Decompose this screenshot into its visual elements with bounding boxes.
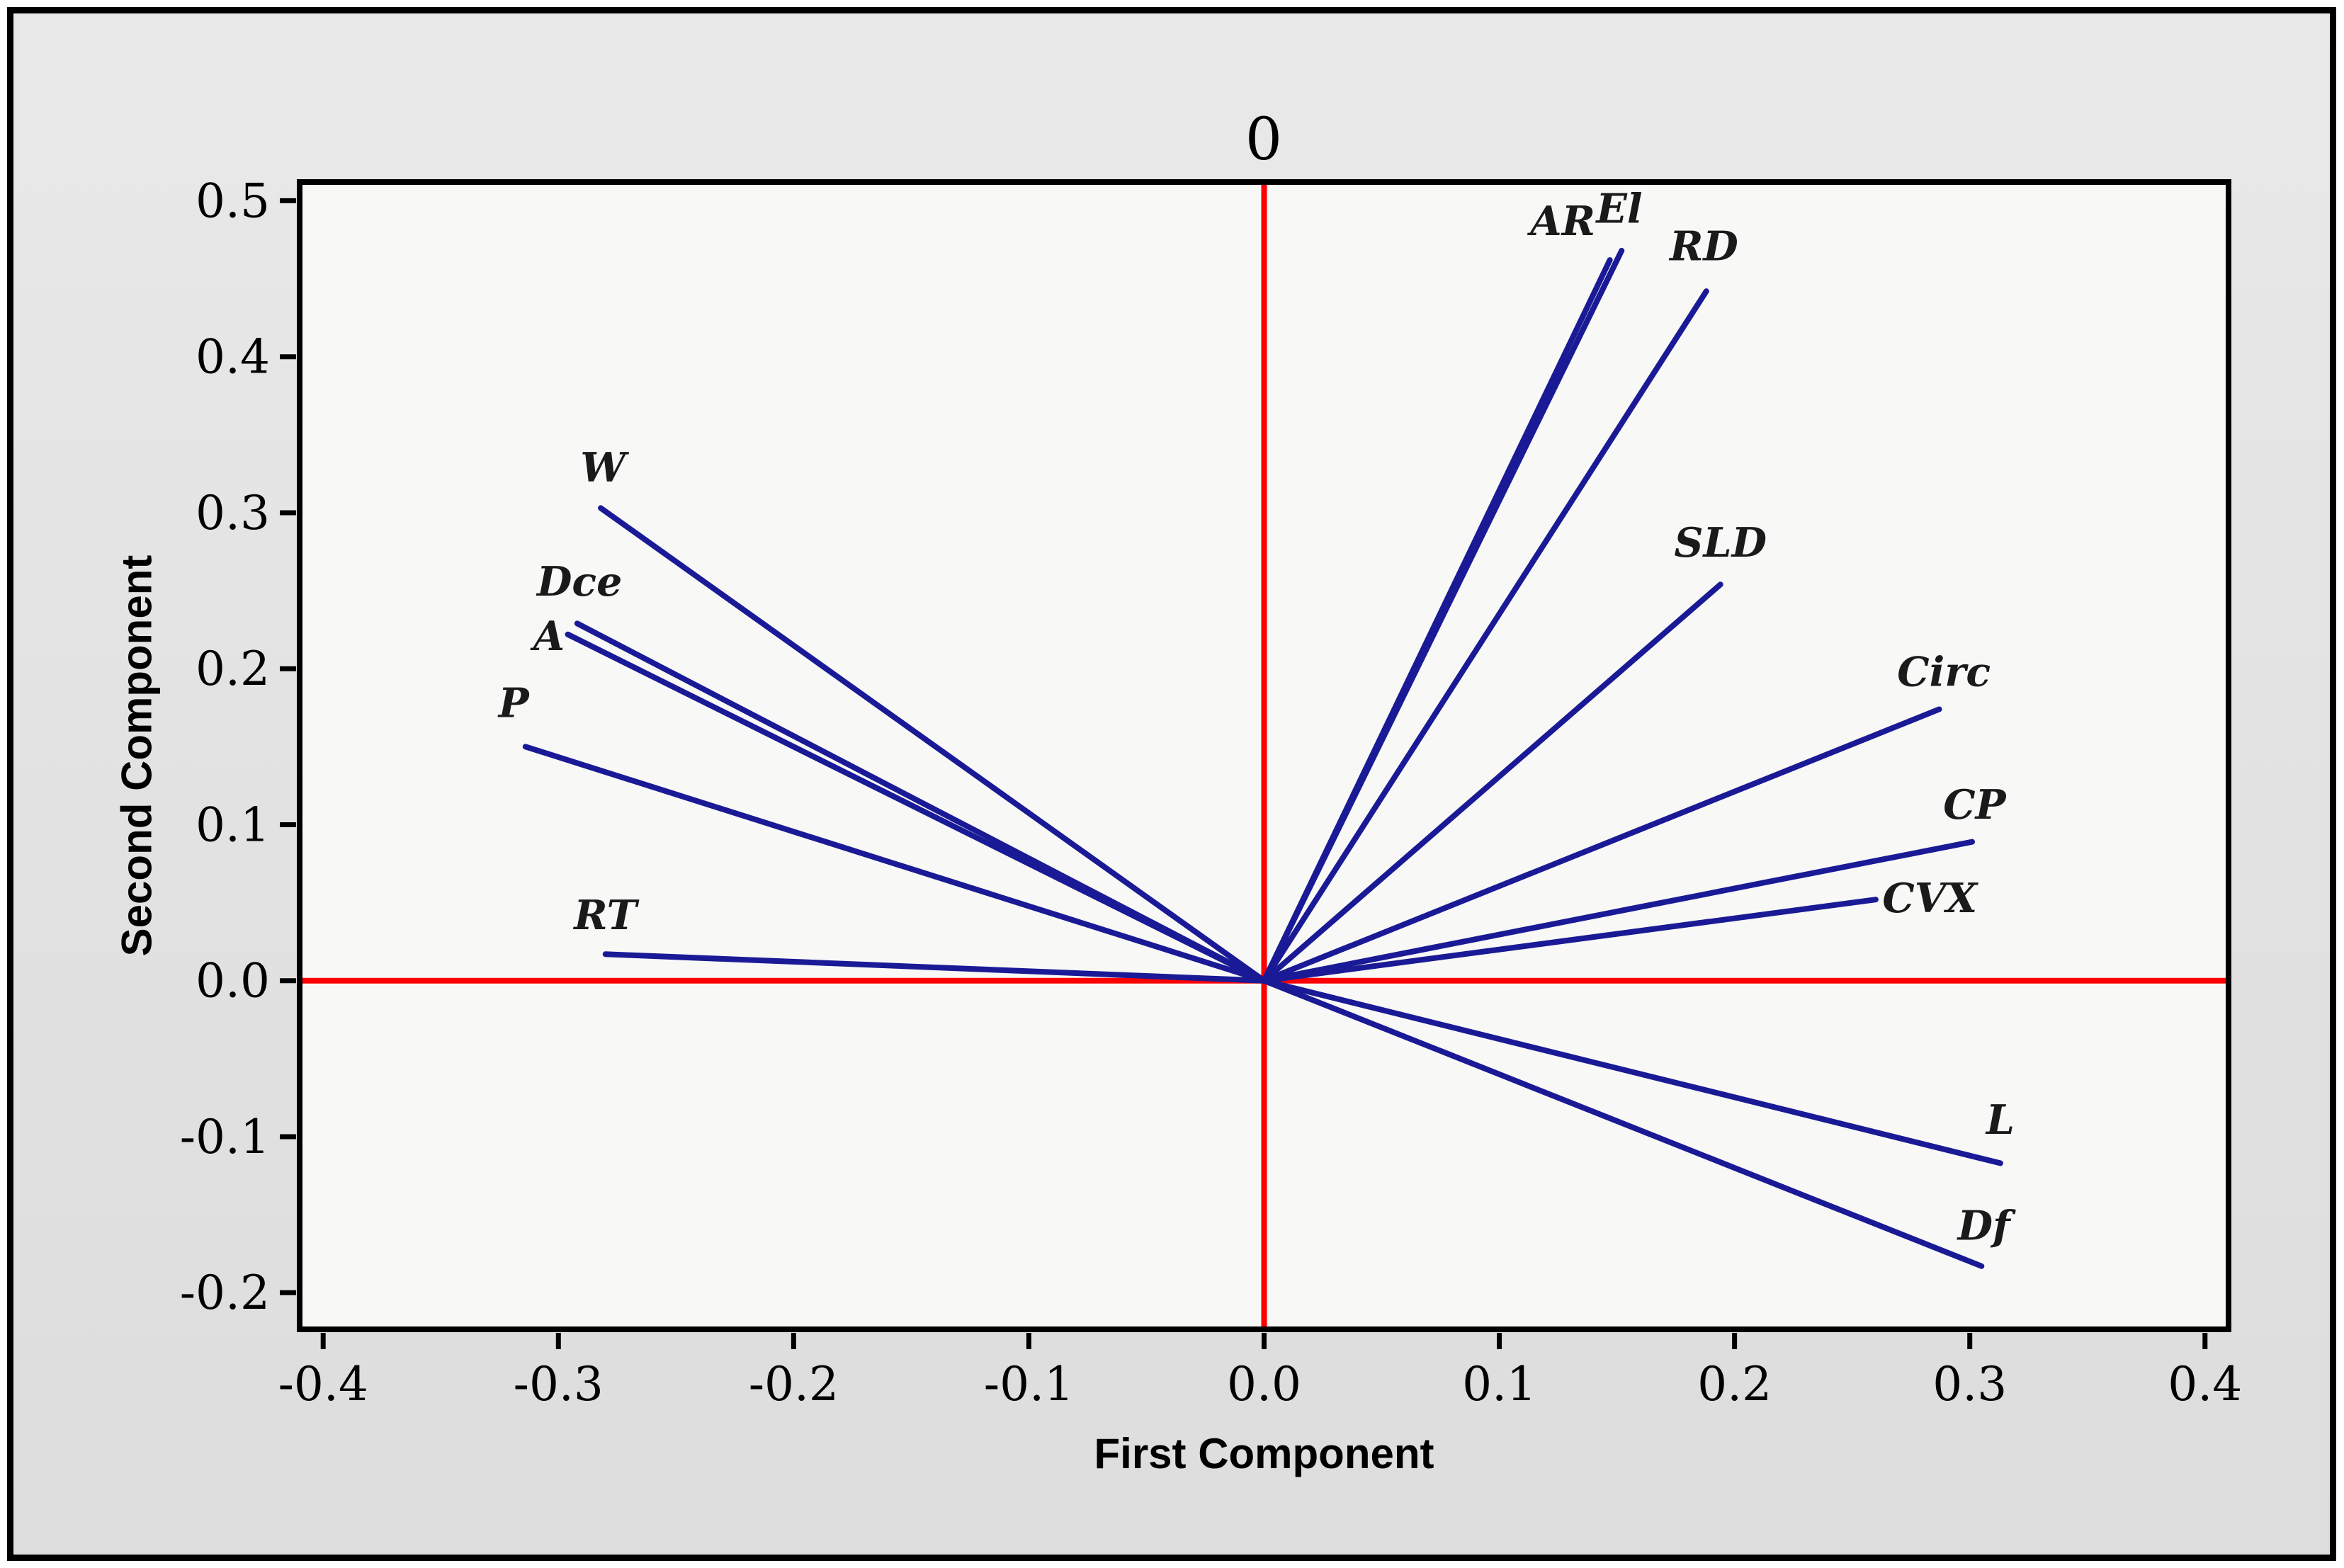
x-tick-label: -0.1 <box>984 1357 1074 1411</box>
x-tick-label: -0.2 <box>749 1357 839 1411</box>
vector-label-Circ: Circ <box>1897 649 1991 696</box>
vector-label-W: W <box>580 444 629 492</box>
vector-label-Dce: Dce <box>536 558 622 606</box>
vector-label-CP: CP <box>1943 781 2007 829</box>
x-tick-label: -0.4 <box>278 1357 368 1411</box>
vector-label-SLD: SLD <box>1674 519 1767 567</box>
vector-line-El <box>1261 247 1625 984</box>
vector-line-A <box>565 631 1267 984</box>
vector-label-CVX: CVX <box>1882 875 1979 922</box>
vector-line-CP <box>1261 839 1976 984</box>
y-tick-label: 0.2 <box>196 642 270 696</box>
x-tick-label: 0.2 <box>1697 1357 1772 1411</box>
x-axis-title: First Component <box>1094 1430 1434 1477</box>
vector-line-W <box>598 505 1267 984</box>
vector-label-RT: RT <box>572 892 639 939</box>
vector-line-P <box>522 744 1267 984</box>
vector-line-Circ <box>1261 706 1942 984</box>
vector-label-A: A <box>530 613 565 660</box>
y-tick-label: 0.1 <box>196 797 270 852</box>
y-tick-label: 0.4 <box>196 330 270 385</box>
vector-label-El: El <box>1595 185 1642 232</box>
y-tick-label: 0.3 <box>196 486 270 540</box>
vector-label-Df: Df <box>1957 1203 2016 1250</box>
y-tick-label: -0.2 <box>180 1266 270 1320</box>
x-tick-label: 0.3 <box>1932 1357 2007 1411</box>
vectors-group <box>522 247 2003 1269</box>
labels-group: -0.4 -0.3 -0.2 -0.1 0.0 0.1 0.2 0.3 0.4 -0.2 -0.1 0… <box>180 174 2243 1411</box>
vector-line-CVX <box>1261 897 1879 984</box>
vector-label-RD: RD <box>1668 222 1738 270</box>
y-axis-title: Second Component <box>113 555 161 957</box>
y-tick-label: -0.1 <box>180 1110 270 1164</box>
top-axis-zero-label: 0 <box>1245 106 1283 174</box>
ticks-group <box>280 198 2208 1349</box>
vector-line-RT <box>602 951 1267 984</box>
vector-label-AR: AR <box>1527 198 1595 245</box>
vector-line-Df <box>1261 977 1985 1269</box>
vector-label-P: P <box>497 680 531 727</box>
y-tick-label: 0.5 <box>196 174 270 228</box>
vector-line-SLD <box>1261 581 1723 984</box>
x-tick-label: 0.1 <box>1462 1357 1536 1411</box>
x-tick-label: 0.0 <box>1227 1357 1301 1411</box>
vector-label-L: L <box>1985 1096 2015 1144</box>
x-tick-label: -0.3 <box>514 1357 604 1411</box>
x-tick-label: 0.4 <box>2168 1357 2242 1411</box>
vector-line-L <box>1261 977 2003 1166</box>
vector-line-RD <box>1261 288 1709 984</box>
y-tick-label: 0.0 <box>196 954 270 1009</box>
